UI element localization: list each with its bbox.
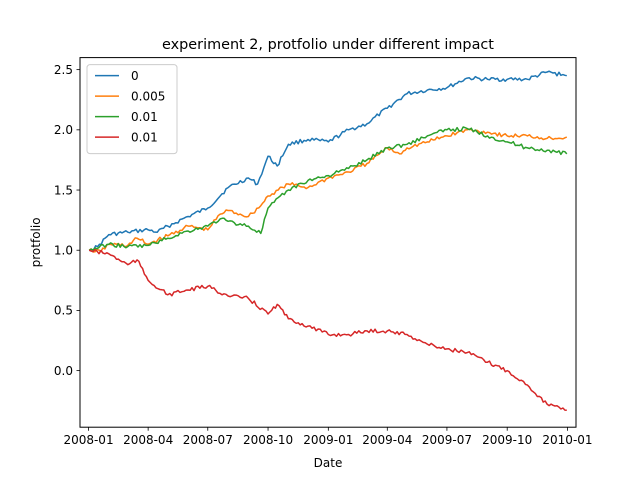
legend: 0 0.005 0.01 0.01: [86, 64, 178, 155]
series-line-2: [88, 126, 568, 251]
x-tick-label: 2008-07: [183, 433, 233, 447]
y-tick-label: 0.5: [54, 304, 73, 318]
x-tick-label: 2008-01: [63, 433, 113, 447]
x-tick-label: 2009-07: [422, 433, 472, 447]
y-tick-label: 2.5: [54, 63, 73, 77]
x-tick-label: 2009-04: [362, 433, 412, 447]
y-tick-label: 2.0: [54, 123, 73, 137]
series-line-0: [88, 70, 567, 252]
legend-label: 0.005: [131, 89, 165, 103]
series-line-3: [88, 248, 567, 412]
legend-label: 0.01: [131, 110, 158, 124]
y-tick-label: 1.5: [54, 183, 73, 197]
legend-label: 0: [131, 69, 139, 83]
x-axis-label: Date: [314, 456, 343, 470]
x-tick-label: 2009-10: [482, 433, 532, 447]
series-layer: [88, 70, 568, 412]
x-tick-label: 2008-10: [243, 433, 293, 447]
y-axis-ticks: 0.0 0.5 1.0 1.5 2.0 2.5: [54, 63, 80, 378]
y-tick-label: 0.0: [54, 364, 73, 378]
legend-box: [86, 64, 178, 155]
x-tick-label: 2009-01: [303, 433, 353, 447]
y-axis-label: protfolio: [29, 217, 43, 267]
chart-title: experiment 2, protfolio under different …: [162, 37, 494, 53]
x-tick-label: 2008-04: [123, 433, 173, 447]
legend-label: 0.01: [131, 130, 158, 144]
x-tick-label: 2010-01: [542, 433, 592, 447]
y-tick-label: 1.0: [54, 244, 73, 258]
x-axis-ticks: 2008-01 2008-04 2008-07 2008-10 2009-01 2009-…: [63, 427, 593, 447]
series-line-1: [88, 128, 568, 253]
